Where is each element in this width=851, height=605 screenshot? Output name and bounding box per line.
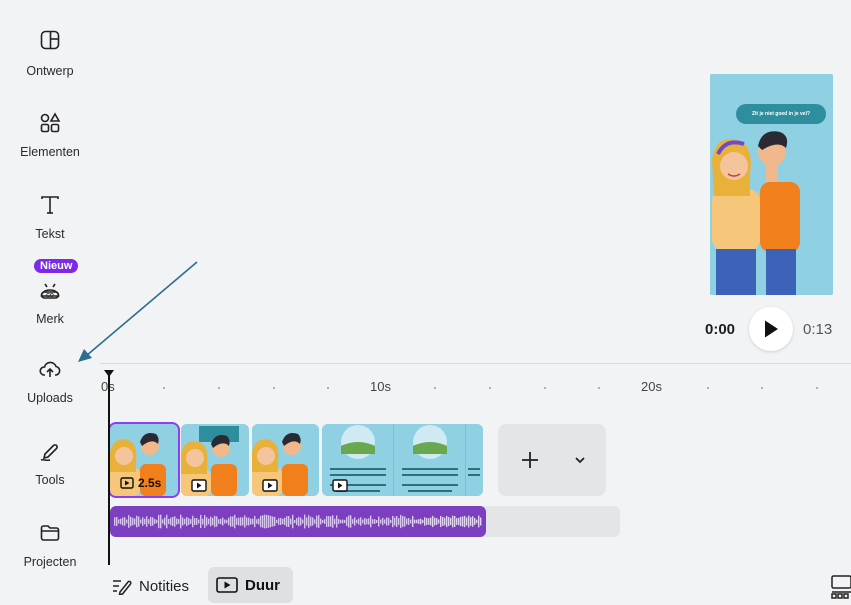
ruler-tick — [761, 387, 763, 389]
grid-view-icon — [831, 575, 851, 599]
ruler-tick — [327, 387, 329, 389]
total-time: 0:13 — [803, 321, 833, 338]
clip-thumbnail — [322, 424, 483, 496]
play-icon — [765, 320, 778, 338]
sidebar-item-uploads[interactable]: Uploads — [0, 357, 100, 405]
ruler-tick — [163, 387, 165, 389]
text-icon — [41, 196, 59, 214]
video-icon — [120, 477, 134, 489]
shapes-icon — [40, 112, 61, 133]
chevron-down-icon — [575, 457, 585, 464]
ruler-tick — [598, 387, 600, 389]
duration-label: Duur — [245, 576, 280, 594]
ruler-tick — [489, 387, 491, 389]
layout-icon — [40, 30, 60, 50]
video-icon — [332, 479, 348, 492]
ruler-label: 10s — [370, 379, 391, 394]
sidebar-item-ontwerp[interactable]: Ontwerp — [0, 28, 100, 78]
folder-icon — [40, 525, 60, 541]
clip-duration-label: 2.5s — [138, 476, 162, 490]
new-badge: Nieuw — [34, 259, 79, 273]
ruler-tick — [707, 387, 709, 389]
ruler-tick — [218, 387, 220, 389]
sidebar-item-label: Elementen — [20, 145, 80, 159]
cloud-upload-icon — [39, 361, 61, 377]
sidebar-item-label: Projecten — [23, 555, 77, 569]
playhead-handle[interactable] — [104, 370, 114, 377]
duration-button[interactable]: Duur — [208, 567, 293, 603]
svg-text:CO: CO — [46, 293, 54, 299]
video-icon — [262, 479, 278, 492]
ruler-tick — [273, 387, 275, 389]
sidebar-item-label: Merk — [36, 312, 64, 326]
notes-label: Notities — [139, 577, 190, 595]
sidebar-item-label: Ontwerp — [26, 64, 74, 78]
audio-waveform — [114, 514, 482, 529]
playhead[interactable] — [108, 375, 110, 565]
sidebar: Ontwerp Elementen Tekst Nieuw CO Merk Up… — [0, 0, 100, 605]
ruler-tick — [434, 387, 436, 389]
ruler-tick — [544, 387, 546, 389]
timeline-clip[interactable]: 2.5s — [108, 422, 180, 498]
ruler-label: 20s — [641, 379, 662, 394]
ruler-label: 0s — [101, 379, 115, 394]
sidebar-item-label: Tekst — [35, 227, 65, 241]
plus-icon — [522, 452, 538, 468]
video-icon — [191, 479, 207, 492]
sidebar-item-projecten[interactable]: Projecten — [0, 521, 100, 569]
ruler-tick — [816, 387, 818, 389]
pen-icon — [40, 444, 58, 462]
current-time: 0:00 — [705, 321, 736, 338]
sidebar-item-elementen[interactable]: Elementen — [0, 111, 100, 159]
add-clip-button[interactable] — [512, 442, 548, 478]
timeline-clip[interactable] — [322, 424, 483, 496]
design-preview[interactable]: Zit je niet goed in je vel? — [710, 74, 833, 295]
add-options-button[interactable] — [568, 448, 592, 472]
sidebar-item-tools[interactable]: Tools — [0, 439, 100, 487]
notes-button[interactable]: Notities — [108, 569, 193, 603]
sidebar-item-label: Tools — [35, 473, 65, 487]
brand-icon: CO — [40, 283, 60, 299]
audio-clip[interactable] — [110, 506, 486, 537]
sidebar-item-label: Uploads — [27, 391, 73, 405]
clip-duration: 2.5s — [120, 476, 161, 490]
timeline-divider — [100, 363, 851, 364]
sidebar-item-tekst[interactable]: Tekst — [0, 193, 100, 241]
timeline-clip[interactable] — [252, 424, 319, 496]
timeline-clip[interactable] — [181, 424, 249, 496]
clip-thumbnail — [110, 424, 178, 496]
add-clip-area — [498, 424, 606, 496]
play-button[interactable] — [749, 307, 793, 351]
grid-view-button[interactable] — [830, 573, 851, 599]
notes-icon — [113, 580, 132, 595]
audio-track — [110, 506, 620, 537]
sidebar-item-merk[interactable]: CO Merk — [0, 278, 100, 326]
video-icon — [216, 577, 238, 593]
speech-bubble: Zit je niet goed in je vel? — [736, 104, 826, 124]
